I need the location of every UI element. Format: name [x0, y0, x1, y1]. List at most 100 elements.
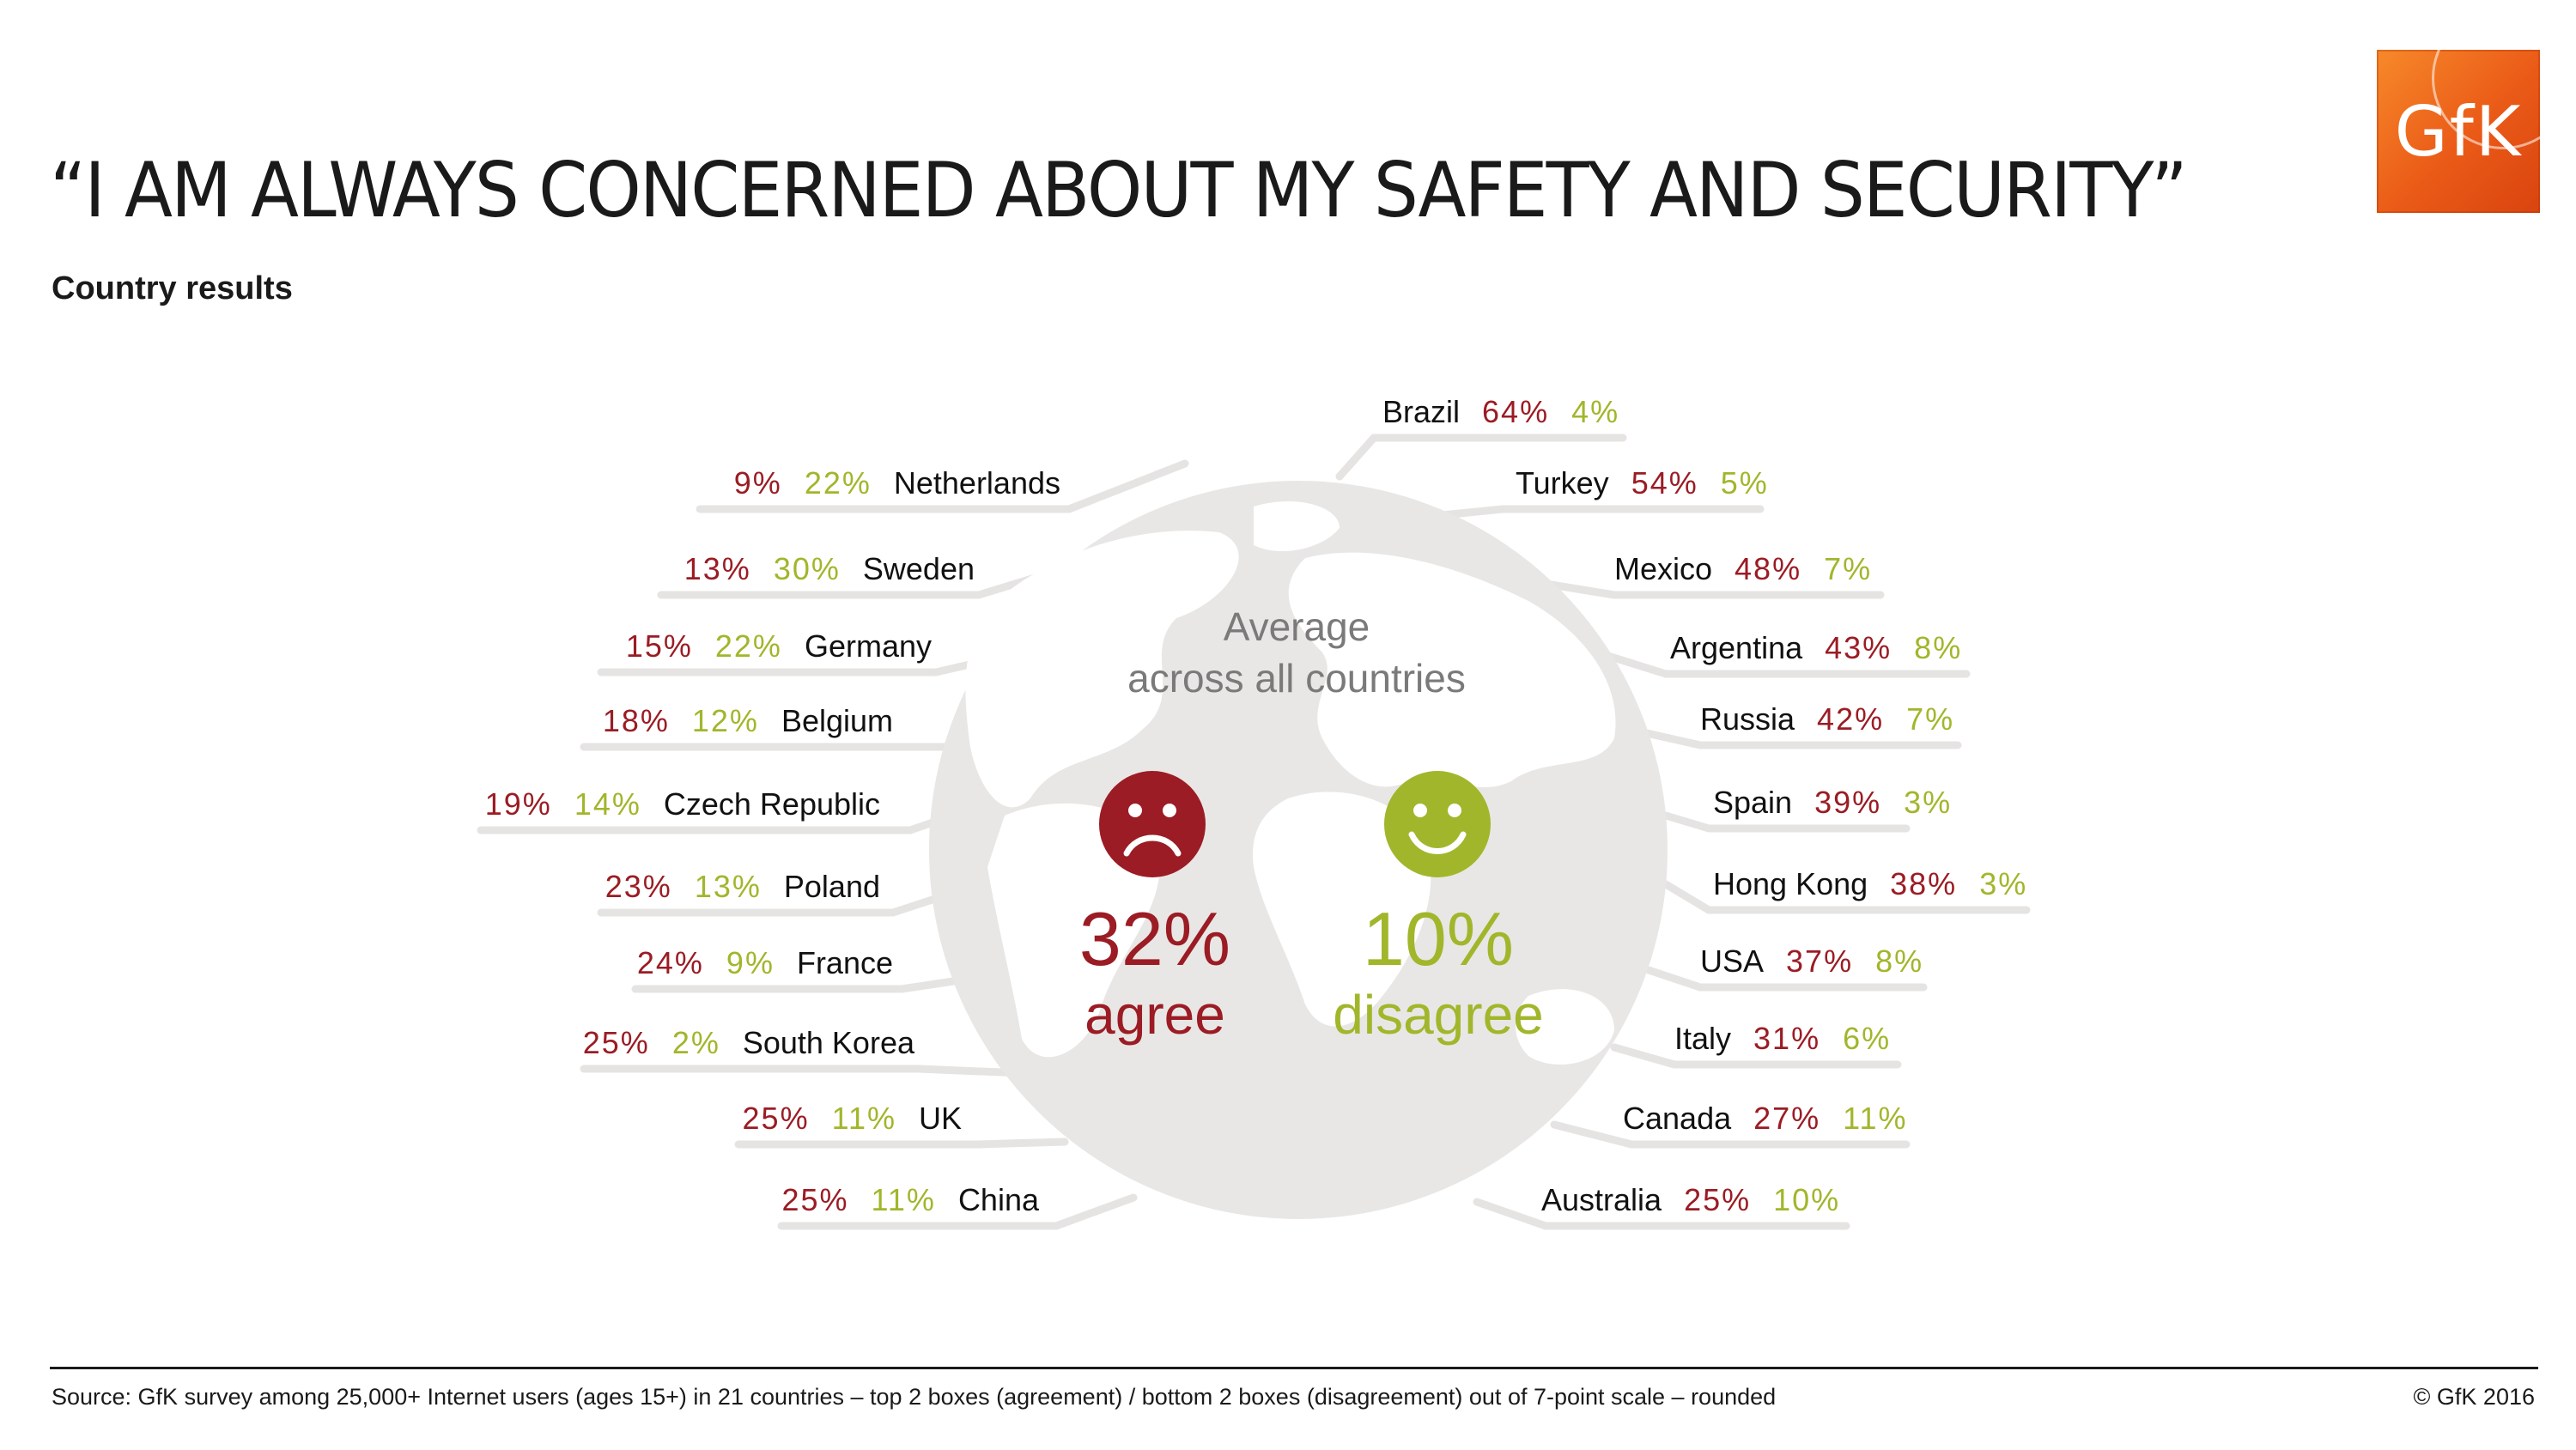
country-name: Brazil [1382, 394, 1461, 429]
continent-greenland [1254, 501, 1340, 552]
agree-value: 42% [1817, 701, 1885, 737]
country-name: Argentina [1670, 630, 1803, 665]
agree-value: 9% [733, 465, 782, 501]
sad-face-icon [1099, 771, 1206, 877]
country-row: 24% 9% France [637, 941, 893, 986]
disagree-value: 11% [1843, 1101, 1908, 1136]
agree-value: 43% [1825, 630, 1893, 665]
country-row: 25% 11% UK [743, 1096, 962, 1141]
leader-line [1473, 1198, 1550, 1230]
disagree-value: 11% [871, 1182, 936, 1217]
country-row: Australia 25% 10% [1541, 1178, 1840, 1222]
country-row: 19% 14% Czech Republic [485, 782, 880, 827]
average-label-line1: Average [1223, 604, 1370, 649]
disagree-value: 14% [574, 786, 641, 822]
country-name: Czech Republic [663, 786, 880, 822]
agree-value: 64% [1482, 394, 1550, 429]
agree-value: 18% [602, 703, 670, 738]
average-agree: 32% agree [1048, 898, 1262, 1049]
average-disagree-label: disagree [1333, 984, 1544, 1046]
continent-north-america [965, 531, 1239, 808]
copyright: © GfK 2016 [2413, 1384, 2535, 1410]
disagree-value: 9% [726, 945, 775, 980]
smiley-face-icon [1384, 771, 1491, 877]
disagree-value: 22% [714, 628, 782, 664]
country-name: USA [1700, 943, 1765, 979]
agree-value: 24% [636, 945, 704, 980]
leader-line [1335, 434, 1378, 481]
country-name: Netherlands [893, 465, 1060, 501]
disagree-value: 7% [1824, 551, 1873, 586]
country-row: 25% 2% South Korea [583, 1021, 914, 1065]
average-agree-label: agree [1084, 984, 1225, 1046]
leader-line [1644, 966, 1704, 992]
disagree-value: 2% [671, 1025, 720, 1060]
country-name: Canada [1623, 1101, 1732, 1136]
country-name: Germany [804, 628, 932, 664]
disagree-value: 3% [1979, 866, 2028, 901]
agree-value: 23% [605, 869, 672, 904]
agree-value: 27% [1753, 1101, 1821, 1136]
agree-value: 19% [484, 786, 552, 822]
country-row: 18% 12% Belgium [603, 699, 893, 743]
continent-south-america [987, 803, 1161, 1058]
country-name: China [957, 1182, 1039, 1217]
source-note: Source: GfK survey among 25,000+ Interne… [52, 1384, 1777, 1410]
disagree-value: 4% [1571, 394, 1620, 429]
agree-value: 39% [1814, 785, 1882, 820]
country-name: Hong Kong [1713, 866, 1868, 901]
average-disagree: 10% disagree [1301, 898, 1576, 1049]
average-agree-value: 32% [1078, 896, 1231, 981]
country-name: Belgium [781, 703, 893, 738]
agree-value: 25% [781, 1182, 849, 1217]
gfk-logo: GfK [2377, 50, 2540, 213]
country-row: Italy 31% 6% [1674, 1016, 1891, 1061]
country-row: Argentina 43% 8% [1670, 626, 1962, 670]
disagree-value: 11% [831, 1101, 896, 1136]
country-row: Mexico 48% 7% [1614, 547, 1872, 592]
country-name: Turkey [1516, 465, 1609, 501]
footer-divider [50, 1367, 2538, 1369]
leader-line [1052, 1193, 1138, 1230]
agree-value: 15% [625, 628, 693, 664]
leader-line [1438, 505, 1507, 519]
disagree-value: 30% [773, 551, 841, 586]
country-name: Russia [1700, 701, 1795, 737]
country-row: 23% 13% Poland [605, 865, 880, 909]
country-row: 15% 22% Germany [626, 624, 932, 669]
country-row: 9% 22% Netherlands [734, 461, 1060, 506]
disagree-value: 13% [694, 869, 762, 904]
country-row: Canada 27% 11% [1623, 1096, 1908, 1141]
agree-value: 25% [1684, 1182, 1752, 1217]
disagree-value: 22% [804, 465, 872, 501]
average-disagree-value: 10% [1362, 896, 1515, 981]
country-row: Spain 39% 3% [1713, 780, 1952, 825]
disagree-value: 8% [1914, 630, 1963, 665]
leader-line [1662, 880, 1713, 914]
page-title: “I AM ALWAYS CONCERNED ABOUT MY SAFETY A… [50, 146, 2188, 234]
disagree-value: 3% [1904, 785, 1953, 820]
agree-value: 37% [1786, 943, 1854, 979]
leader-line [1610, 1043, 1679, 1069]
disagree-value: 10% [1773, 1182, 1841, 1217]
average-label-line2: across all countries [1127, 656, 1466, 701]
agree-value: 48% [1735, 551, 1802, 586]
country-row: 25% 11% China [781, 1178, 1039, 1222]
leader-line [1541, 579, 1619, 599]
agree-value: 31% [1753, 1021, 1821, 1056]
continent-europe-asia [1288, 552, 1616, 788]
agree-value: 25% [742, 1101, 810, 1136]
agree-value: 13% [683, 551, 751, 586]
leader-line [1550, 1120, 1636, 1149]
leader-line [975, 1138, 1069, 1149]
country-name: France [796, 945, 893, 980]
country-row: 13% 30% Sweden [684, 547, 975, 592]
country-name: UK [918, 1101, 962, 1136]
leader-lines [477, 434, 2031, 1230]
country-row: Hong Kong 38% 3% [1713, 862, 2027, 907]
country-name: Spain [1713, 785, 1793, 820]
leader-line [1065, 459, 1189, 513]
country-name: Australia [1541, 1182, 1662, 1217]
disagree-value: 7% [1906, 701, 1955, 737]
disagree-value: 8% [1875, 943, 1924, 979]
